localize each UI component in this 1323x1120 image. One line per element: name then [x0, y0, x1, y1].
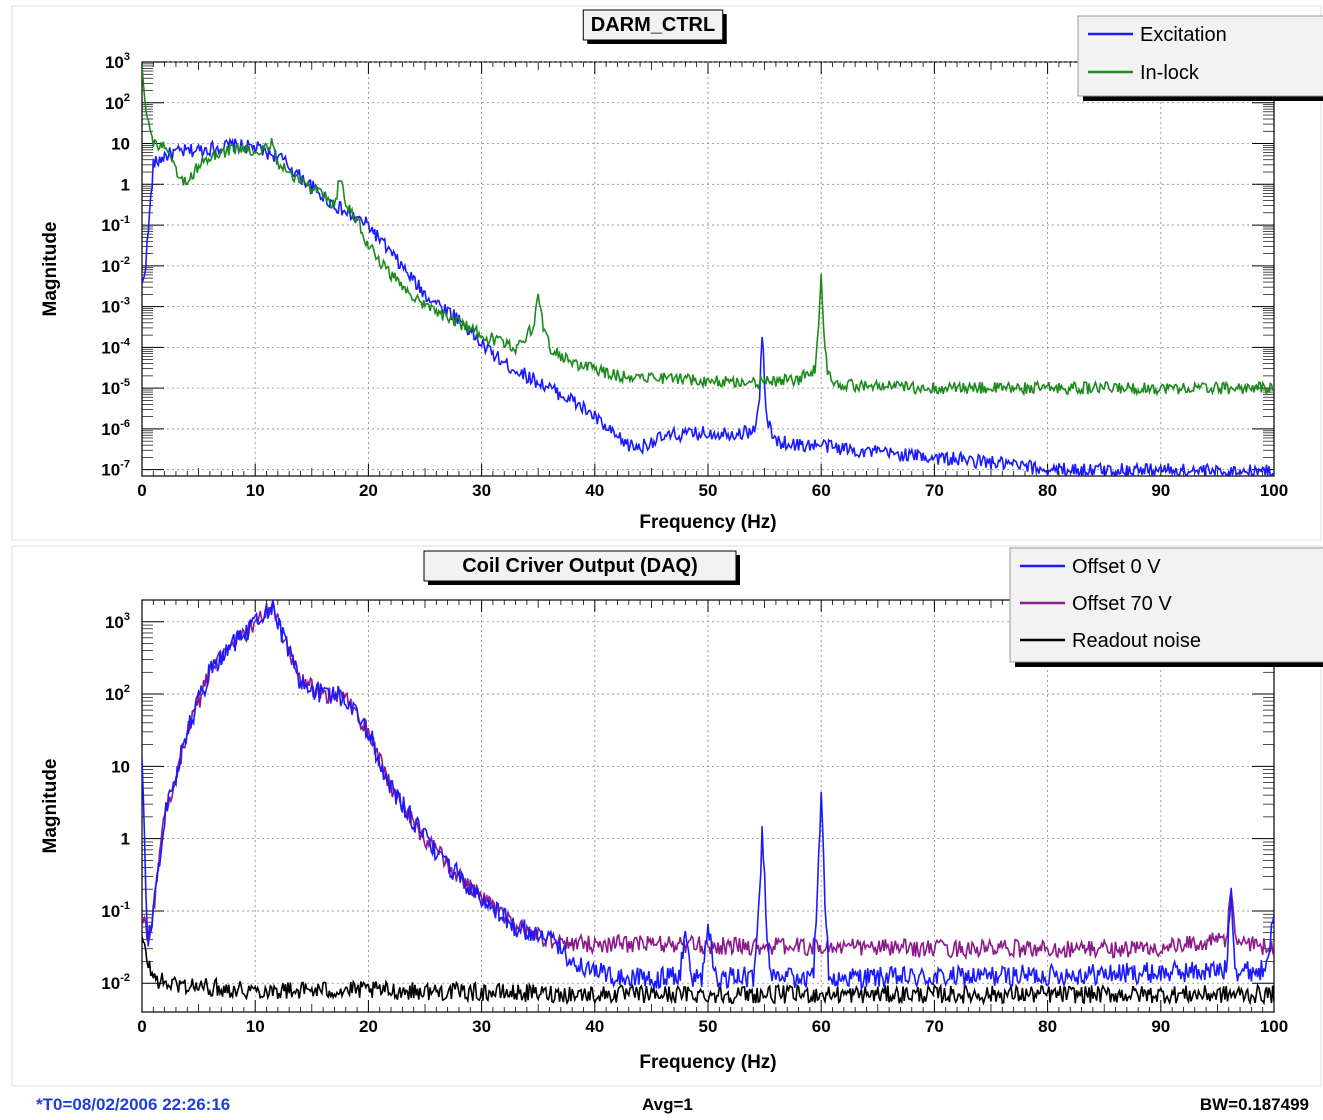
x-tick-label: 70 — [925, 481, 944, 500]
y-tick-label: 103 — [105, 51, 130, 72]
y-tick-label: 1 — [121, 175, 130, 194]
bandwidth-label: BW=0.187499 — [1199, 1095, 1309, 1114]
x-tick-label: 100 — [1260, 1017, 1288, 1036]
y-tick-label: 103 — [105, 611, 130, 632]
x-tick-label: 50 — [699, 1017, 718, 1036]
series-line-readout-noise — [142, 936, 1274, 1006]
x-tick-label: 100 — [1260, 481, 1288, 500]
legend-label: Offset 0 V — [1072, 556, 1161, 578]
x-tick-label: 40 — [585, 481, 604, 500]
x-tick-label: 60 — [812, 1017, 831, 1036]
y-tick-label: 10-5 — [101, 377, 130, 398]
x-tick-label: 80 — [1038, 1017, 1057, 1036]
y-tick-label: 10-7 — [101, 459, 130, 480]
x-tick-label: 70 — [925, 1017, 944, 1036]
chart-title: Coil Criver Output (DAQ) — [462, 555, 698, 577]
legend-label: Offset 70 V — [1072, 593, 1172, 615]
x-tick-label: 40 — [585, 1017, 604, 1036]
coil-driver-output-panel: 0 10 20 30 40 50 60 70 80 90 100 10-2 10-1 1 10 102 103 F… — [40, 547, 1323, 1073]
legend-box — [1077, 15, 1323, 97]
y-tick-label: 10-1 — [101, 900, 130, 921]
x-tick-label: 0 — [137, 1017, 146, 1036]
x-tick-label: 30 — [472, 481, 491, 500]
y-tick-label: 10-1 — [101, 214, 130, 235]
y-tick-label: 10-2 — [101, 972, 130, 993]
darm-ctrl-panel: 0 10 20 30 40 50 60 70 80 90 100 10-7 10-6 10-5 10-4 10… — [40, 9, 1323, 533]
series-line-excitation — [142, 136, 1274, 476]
x-tick-label: 10 — [246, 1017, 265, 1036]
y-axis-label: Magnitude — [40, 759, 61, 854]
x-tick-label: 20 — [359, 481, 378, 500]
x-tick-label: 10 — [246, 481, 265, 500]
series-line-offset-70-v — [142, 600, 1274, 961]
title-box — [582, 9, 724, 41]
y-tick-label: 102 — [105, 92, 130, 113]
x-axis-label: Frequency (Hz) — [639, 512, 776, 533]
chart-title: DARM_CTRL — [591, 14, 715, 36]
y-tick-label: 10-2 — [101, 255, 130, 276]
y-tick-label: 102 — [105, 683, 130, 704]
y-tick-label: 10 — [111, 757, 130, 776]
legend-label: In-lock — [1140, 62, 1200, 84]
x-tick-label: 90 — [1151, 1017, 1170, 1036]
legend-label: Readout noise — [1072, 630, 1201, 652]
t0-timestamp: *T0=08/02/2006 22:26:16 — [36, 1095, 231, 1114]
title-box — [423, 550, 737, 582]
x-tick-label: 30 — [472, 1017, 491, 1036]
x-tick-label: 20 — [359, 1017, 378, 1036]
y-tick-label: 1 — [121, 830, 130, 849]
x-tick-label: 50 — [699, 481, 718, 500]
x-tick-label: 0 — [137, 481, 146, 500]
x-axis-label: Frequency (Hz) — [639, 1052, 776, 1073]
y-axis-label: Magnitude — [40, 222, 61, 317]
x-tick-label: 80 — [1038, 481, 1057, 500]
x-tick-label: 90 — [1151, 481, 1170, 500]
y-tick-label: 10-4 — [101, 336, 131, 357]
x-tick-label: 60 — [812, 481, 831, 500]
series-line-in-lock — [142, 65, 1274, 397]
y-tick-label: 10 — [111, 135, 130, 154]
y-tick-label: 10-3 — [101, 296, 130, 317]
series-line-offset-0-v — [142, 600, 1274, 991]
averages-label: Avg=1 — [642, 1095, 693, 1114]
y-tick-label: 10-6 — [101, 418, 130, 439]
legend-label: Excitation — [1140, 24, 1227, 46]
